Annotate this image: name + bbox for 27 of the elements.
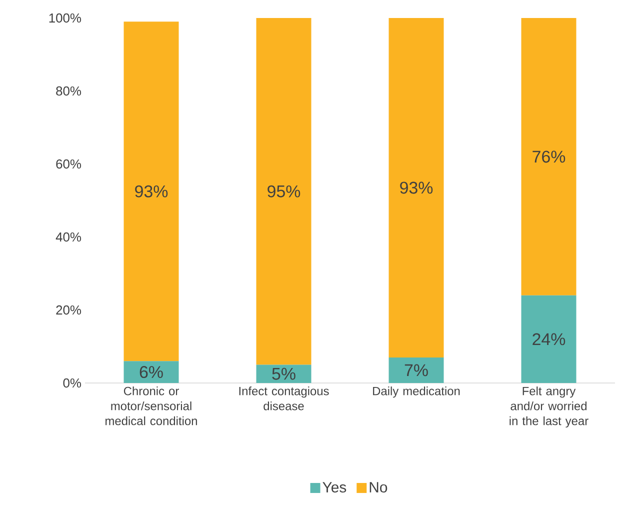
bar <box>388 18 444 358</box>
y-tick-label: 60% <box>56 159 82 169</box>
y-tick-label: 20% <box>56 305 82 315</box>
bar <box>521 18 576 296</box>
data-label: 93% <box>400 182 433 194</box>
data-label: 5% <box>272 368 296 380</box>
bar <box>388 357 444 383</box>
x-tick-label: Felt angry and/or worried in the last year <box>510 386 588 428</box>
legend-label: No <box>370 482 388 493</box>
x-tick-label: Chronic or motor/sensorial medical condition <box>106 386 197 426</box>
data-label: 76% <box>532 150 566 163</box>
x-tick-label: Infect contagious disease <box>239 386 329 410</box>
data-label: 93% <box>135 185 168 198</box>
y-tick-label: 100% <box>49 13 82 23</box>
bar <box>521 295 576 383</box>
y-tick-label: 80% <box>56 86 82 96</box>
data-label: 24% <box>532 333 566 346</box>
data-label: 95% <box>268 185 300 198</box>
bar <box>124 361 179 383</box>
data-label: 7% <box>404 364 428 376</box>
bar <box>124 22 179 362</box>
y-tick-label: 0% <box>63 378 82 388</box>
bar <box>256 18 312 365</box>
data-label: 6% <box>140 366 163 378</box>
y-tick-label: 40% <box>56 232 82 242</box>
legend-label: Yes <box>322 482 346 493</box>
x-tick-label: Daily medication <box>373 386 460 398</box>
